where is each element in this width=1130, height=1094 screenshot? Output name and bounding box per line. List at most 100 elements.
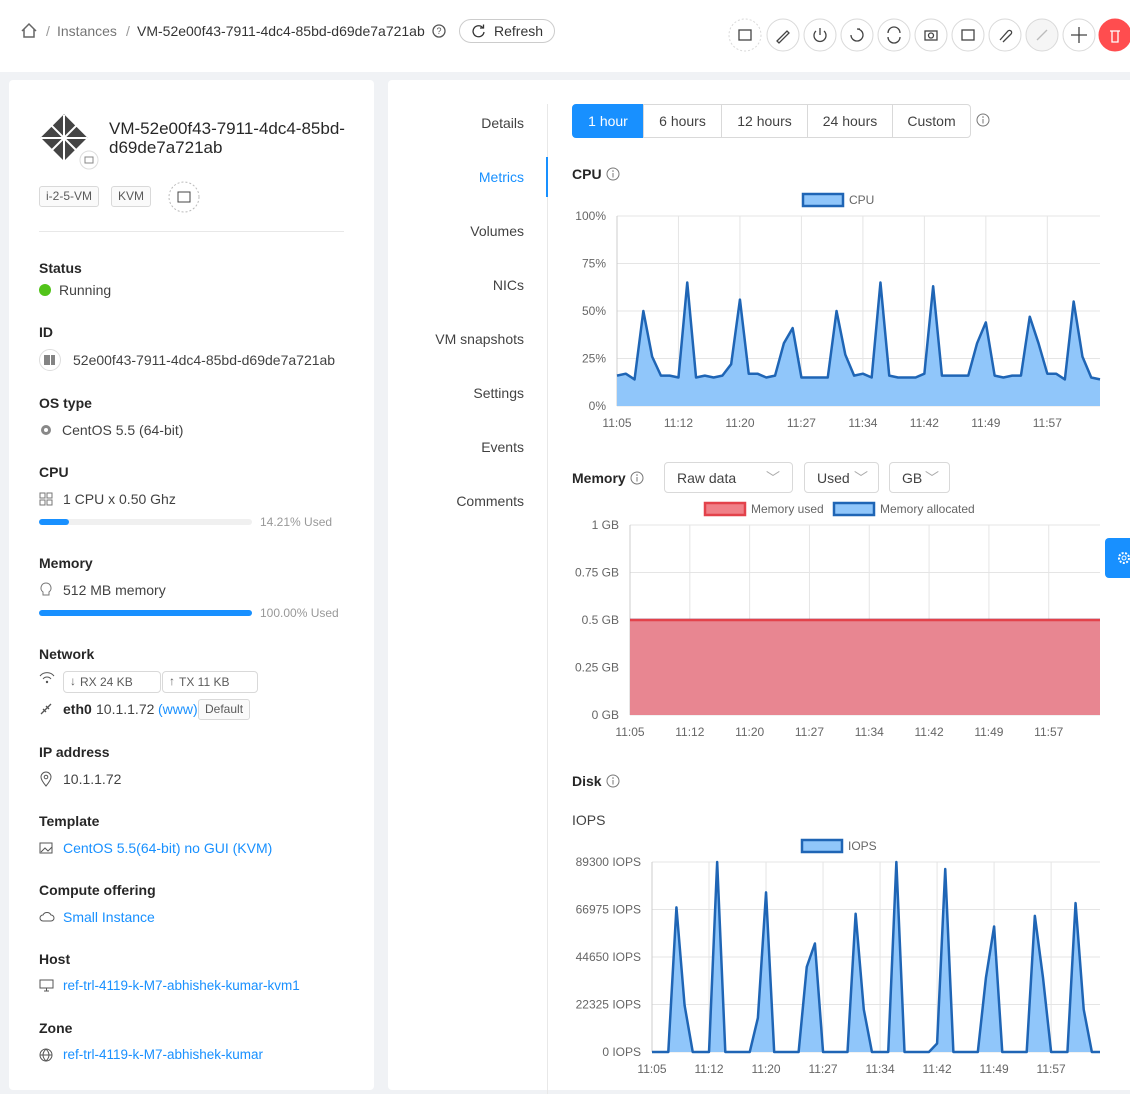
wifi-icon (39, 671, 55, 685)
breadcrumb-link[interactable]: Instances (57, 23, 117, 39)
refresh-label: Refresh (494, 23, 543, 39)
memory-icon (39, 582, 53, 598)
info-icon (976, 113, 990, 127)
settings-drawer-button[interactable] (1105, 538, 1130, 578)
field-label: Memory (39, 555, 93, 571)
field-label: ID (39, 324, 53, 340)
progress-track (39, 610, 252, 616)
picture-icon (39, 841, 53, 855)
select-value: GB (902, 470, 922, 486)
tab[interactable]: Details (481, 115, 524, 131)
progress-bar (39, 519, 69, 525)
tab[interactable]: Settings (473, 385, 524, 401)
section-title: Memory (572, 470, 626, 486)
field-label: Compute offering (39, 882, 156, 898)
arrow-icon: ↑ (169, 674, 175, 688)
field-label: IP address (39, 744, 110, 760)
field-value: CentOS 5.5 (64-bit) (62, 422, 183, 438)
zone-link[interactable]: ref-trl-4119-k-M7-abhishek-kumar (63, 1047, 263, 1062)
separator: / (46, 23, 50, 39)
divider (39, 231, 344, 232)
cpu-icon (39, 492, 53, 506)
time-range-button[interactable]: 6 hours (643, 104, 722, 138)
info-icon (606, 167, 620, 181)
tab[interactable]: VM snapshots (435, 331, 524, 347)
separator: / (126, 23, 130, 39)
rx-value: RX 24 KB (80, 675, 133, 689)
time-range-button[interactable]: 24 hours (807, 104, 893, 138)
info-icon (606, 774, 620, 788)
tab[interactable]: Volumes (470, 223, 524, 239)
nic-ip: 10.1.1.72 (96, 701, 154, 717)
tab[interactable]: Metrics (479, 169, 524, 185)
template-link[interactable]: CentOS 5.5(64-bit) no GUI (KVM) (63, 840, 272, 856)
rx-badge: RX 24 KB (63, 671, 161, 693)
field-label: Status (39, 260, 82, 276)
progress-track (39, 519, 252, 525)
destroy-button[interactable] (1099, 19, 1130, 51)
gear-icon (1117, 551, 1130, 565)
status-dot (39, 284, 51, 296)
field-label: CPU (39, 464, 69, 480)
select-value: Used (817, 470, 850, 486)
snapshot-button[interactable] (915, 19, 947, 51)
tab[interactable]: NICs (493, 277, 524, 293)
globe-icon (39, 1048, 53, 1062)
field-value: 512 MB memory (63, 582, 166, 598)
tag: Default (198, 699, 250, 720)
field-label: OS type (39, 395, 92, 411)
section-subtitle: IOPS (572, 812, 605, 828)
field-value: 52e00f43-7911-4dc4-85bd-d69de7a721ab (73, 352, 335, 368)
tab[interactable]: Events (481, 439, 524, 455)
select[interactable]: GB﹀ (889, 462, 950, 493)
os-icon (39, 423, 53, 437)
tab[interactable]: Comments (456, 493, 524, 509)
tab-divider (547, 104, 548, 1094)
console-button[interactable] (168, 181, 201, 214)
time-range-button[interactable]: Custom (892, 104, 971, 138)
progress-label: 14.21% Used (260, 515, 332, 529)
active-tab-indicator (546, 157, 548, 197)
network-link[interactable]: (www) (158, 701, 198, 717)
progress-label: 100.00% Used (260, 606, 339, 620)
desktop-icon (39, 979, 54, 992)
select-value: Raw data (677, 470, 736, 486)
refresh-button[interactable]: Refresh (459, 19, 555, 43)
arrow-icon: ↓ (70, 674, 76, 688)
select[interactable]: Used﹀ (804, 462, 879, 493)
time-range-button[interactable]: 12 hours (721, 104, 808, 138)
reinstall-button[interactable] (878, 19, 910, 51)
reboot-button[interactable] (841, 19, 873, 51)
progress-bar (39, 610, 252, 616)
host-link[interactable]: ref-trl-4119-k-M7-abhishek-kumar-kvm1 (63, 978, 300, 993)
tx-badge: TX 11 KB (162, 671, 258, 693)
offering-link[interactable]: Small Instance (63, 909, 155, 925)
field-label: Network (39, 646, 94, 662)
select[interactable]: Raw data﹀ (664, 462, 793, 493)
help-icon: ? (436, 26, 441, 36)
nic-icon (39, 702, 53, 716)
console-button[interactable] (729, 19, 761, 51)
field-value: 1 CPU x 0.50 Ghz (63, 491, 176, 507)
section-title: Disk (572, 773, 602, 789)
nic-name: eth0 (63, 701, 92, 717)
status-value: Running (59, 282, 111, 298)
info-icon (630, 471, 644, 485)
field-label: Host (39, 951, 70, 967)
os-logo (39, 113, 99, 171)
location-icon (39, 771, 53, 787)
section-title: CPU (572, 166, 602, 182)
barcode-icon (39, 349, 61, 371)
refresh-icon (472, 24, 486, 38)
home-icon[interactable] (22, 24, 36, 37)
breadcrumb-current: VM-52e00f43-7911-4dc4-85bd-d69de7a721ab (137, 23, 425, 39)
field-label: Zone (39, 1020, 72, 1036)
field-label: Template (39, 813, 99, 829)
field-value: 10.1.1.72 (63, 771, 121, 787)
tag: i-2-5-VM (39, 186, 99, 207)
action-buttons (729, 19, 1130, 51)
tag: KVM (111, 186, 151, 207)
backup-button[interactable] (952, 19, 984, 51)
time-range-button[interactable]: 1 hour (572, 104, 644, 138)
